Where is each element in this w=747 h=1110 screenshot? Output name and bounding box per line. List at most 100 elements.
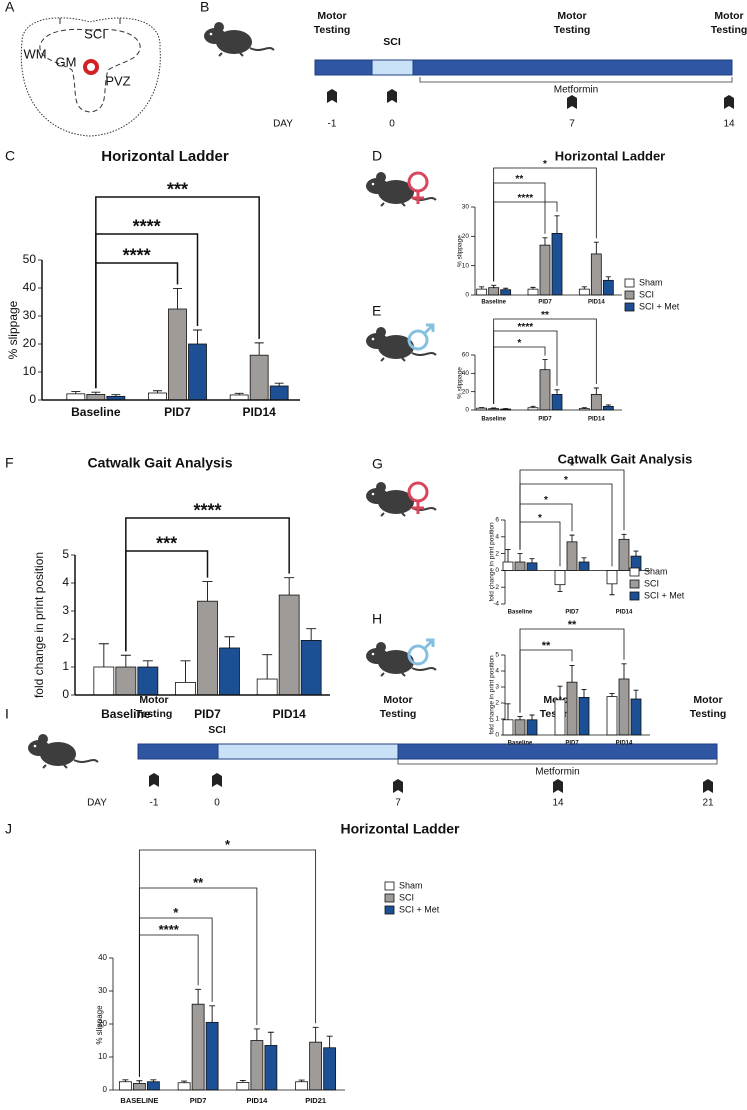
legend-label: Sham <box>644 566 668 576</box>
bar <box>132 1083 146 1091</box>
mouse-head <box>366 648 388 664</box>
error-bar <box>621 533 627 540</box>
mouse-eye <box>371 337 375 341</box>
panel-letter: D <box>372 148 382 164</box>
error-bar <box>621 663 627 679</box>
bar <box>323 1047 337 1091</box>
mouse-ear <box>376 482 386 492</box>
significance-label: * <box>543 159 547 170</box>
bar <box>488 287 500 296</box>
bar <box>476 288 488 296</box>
bar <box>606 696 618 736</box>
significance-label: **** <box>518 322 534 333</box>
x-tick-label: PID14 <box>588 417 605 423</box>
error-bar <box>581 286 587 290</box>
timeline-marker <box>703 779 713 793</box>
y-tick-label: 20 <box>462 388 470 395</box>
panel-letter: H <box>372 611 382 627</box>
error-bar <box>173 288 182 309</box>
chart: Horizontal Ladder % slippage 0 10 20 30 40 BASE… <box>95 821 460 1105</box>
event-day: 21 <box>702 798 714 809</box>
bar <box>188 343 207 401</box>
timeline-marker <box>212 773 222 787</box>
y-tick-label: -2 <box>493 584 499 591</box>
bar <box>618 678 630 736</box>
x-tick-label: Baseline <box>481 417 506 423</box>
error-bar <box>253 1028 260 1041</box>
error-bar <box>326 1035 333 1048</box>
significance-label: * <box>544 495 548 506</box>
event-day: 14 <box>723 119 735 130</box>
symbol-ring <box>407 644 429 666</box>
mouse-eye <box>209 32 213 36</box>
y-axis-label: % slippage <box>457 235 464 267</box>
error-bar <box>195 988 202 1005</box>
legend-label: SCI + Met <box>639 301 680 311</box>
bar <box>566 541 578 571</box>
y-tick-label: 50 <box>23 252 37 266</box>
legend-label: SCI <box>399 892 414 902</box>
error-bar <box>569 534 575 542</box>
y-axis-label: % slippage <box>95 1005 104 1045</box>
timeline-marker <box>149 773 159 787</box>
error-bar <box>542 237 548 246</box>
x-tick-label: PID7 <box>190 1096 207 1105</box>
y-tick-label: 1 <box>495 716 499 723</box>
symbol-cross <box>412 501 424 514</box>
error-bar <box>209 1005 216 1023</box>
bar <box>590 394 602 411</box>
x-tick-label: PID14 <box>272 707 306 721</box>
timeline-injury-phase <box>371 59 414 76</box>
bar <box>539 244 551 296</box>
mouse-ear <box>376 327 386 337</box>
y-tick-label: 5 <box>62 547 69 561</box>
error-bar <box>306 628 317 641</box>
error-bar <box>284 577 295 596</box>
cord-label: PVZ <box>105 73 130 88</box>
error-bar <box>150 1079 157 1082</box>
significance-label: ** <box>542 640 551 652</box>
y-tick-label: 20 <box>462 233 470 240</box>
event-day: 0 <box>389 119 395 130</box>
legend-swatch <box>624 278 635 288</box>
mouse-eye <box>371 182 375 186</box>
legend-label: SCI <box>644 578 659 588</box>
mouse-tail <box>73 759 99 763</box>
error-bar <box>111 394 121 397</box>
significance-bracket <box>493 346 546 404</box>
bar <box>606 570 618 585</box>
bar <box>137 666 159 696</box>
legend-swatch <box>629 591 640 601</box>
mouse-feet <box>42 764 68 769</box>
error-bar <box>609 692 615 697</box>
bar <box>250 1040 264 1091</box>
male-symbol <box>407 323 435 351</box>
bar <box>514 561 526 571</box>
mouse-head <box>28 740 50 756</box>
error-bar <box>554 389 560 395</box>
y-tick-label: 3 <box>495 684 499 691</box>
significance-bracket <box>138 849 317 1077</box>
y-tick-label: 40 <box>462 370 470 377</box>
significance-label: ** <box>193 875 204 890</box>
chart-title: Horizontal Ladder <box>340 821 460 837</box>
bar <box>269 385 289 401</box>
bar <box>256 678 278 696</box>
symbol-ring <box>407 329 429 351</box>
error-bar <box>530 405 536 408</box>
y-tick-label: 30 <box>23 308 37 322</box>
bar <box>526 562 538 571</box>
mouse-eye <box>371 492 375 496</box>
bar <box>168 308 187 401</box>
event-label: SCI <box>383 36 401 48</box>
bar <box>630 698 642 736</box>
y-tick-label: 4 <box>62 575 69 589</box>
event-day: 7 <box>569 119 575 130</box>
error-bar <box>142 660 153 667</box>
cord-tick <box>59 18 121 24</box>
y-axis-label: fold change in print position <box>489 655 496 735</box>
y-tick-label: 20 <box>23 336 37 350</box>
